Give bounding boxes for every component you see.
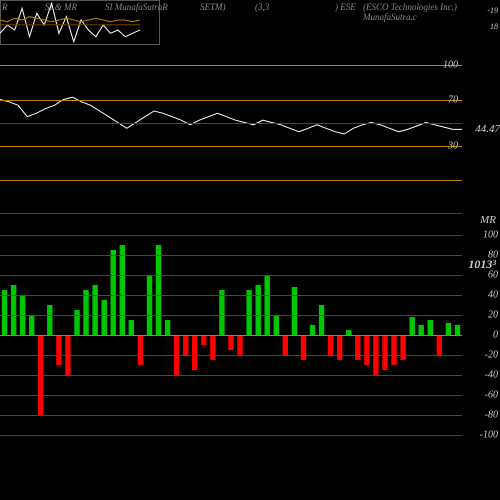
- mr-panel: MR: [0, 198, 500, 228]
- gridline: [0, 100, 462, 101]
- gridline: [0, 65, 462, 66]
- axis-label: -20: [485, 350, 498, 361]
- gridline: [0, 375, 462, 376]
- axis-label: 70: [448, 94, 458, 105]
- gridline: [0, 235, 462, 236]
- gridline: [0, 123, 462, 124]
- axis-label: 30: [448, 140, 458, 151]
- axis-label: -40: [485, 370, 498, 381]
- bar-chart: 1013³ -100-80-60-40-20020406080100: [0, 235, 500, 435]
- gridline: [0, 275, 462, 276]
- axis-label: 0: [493, 330, 498, 341]
- mr-title: MR: [480, 214, 496, 226]
- mini-svg: [0, 0, 140, 45]
- gridline: [0, 146, 462, 147]
- gridline: [0, 415, 462, 416]
- mini-label-1: -19: [487, 6, 498, 15]
- axis-label: -100: [480, 430, 498, 441]
- header-text: (ESCO Technologies Inc.) MunafaSutra.c: [363, 2, 500, 22]
- gridline: [0, 180, 462, 181]
- header-text: (3,3: [255, 2, 269, 12]
- gridline: [0, 213, 462, 214]
- gridline: [0, 315, 462, 316]
- axis-label: -60: [485, 390, 498, 401]
- header-text: ) ESE: [335, 2, 356, 12]
- axis-label: 80: [488, 250, 498, 261]
- mini-label-2: 18: [490, 22, 498, 31]
- gridline: [0, 395, 462, 396]
- rsi-chart: 44.47 3070100: [0, 65, 500, 180]
- axis-label: 100: [443, 60, 458, 71]
- mini-chart: -19 18: [0, 0, 160, 45]
- gridline: [0, 435, 462, 436]
- axis-label: 40: [488, 290, 498, 301]
- gridline: [0, 335, 462, 336]
- axis-label: 60: [488, 270, 498, 281]
- axis-label: 100: [483, 230, 498, 241]
- header-text: SETM): [200, 2, 226, 12]
- axis-label: -80: [485, 410, 498, 421]
- rsi-current-value: 44.47: [475, 123, 500, 135]
- gridline: [0, 295, 462, 296]
- gridline: [0, 355, 462, 356]
- gridline: [0, 255, 462, 256]
- axis-label: 20: [488, 310, 498, 321]
